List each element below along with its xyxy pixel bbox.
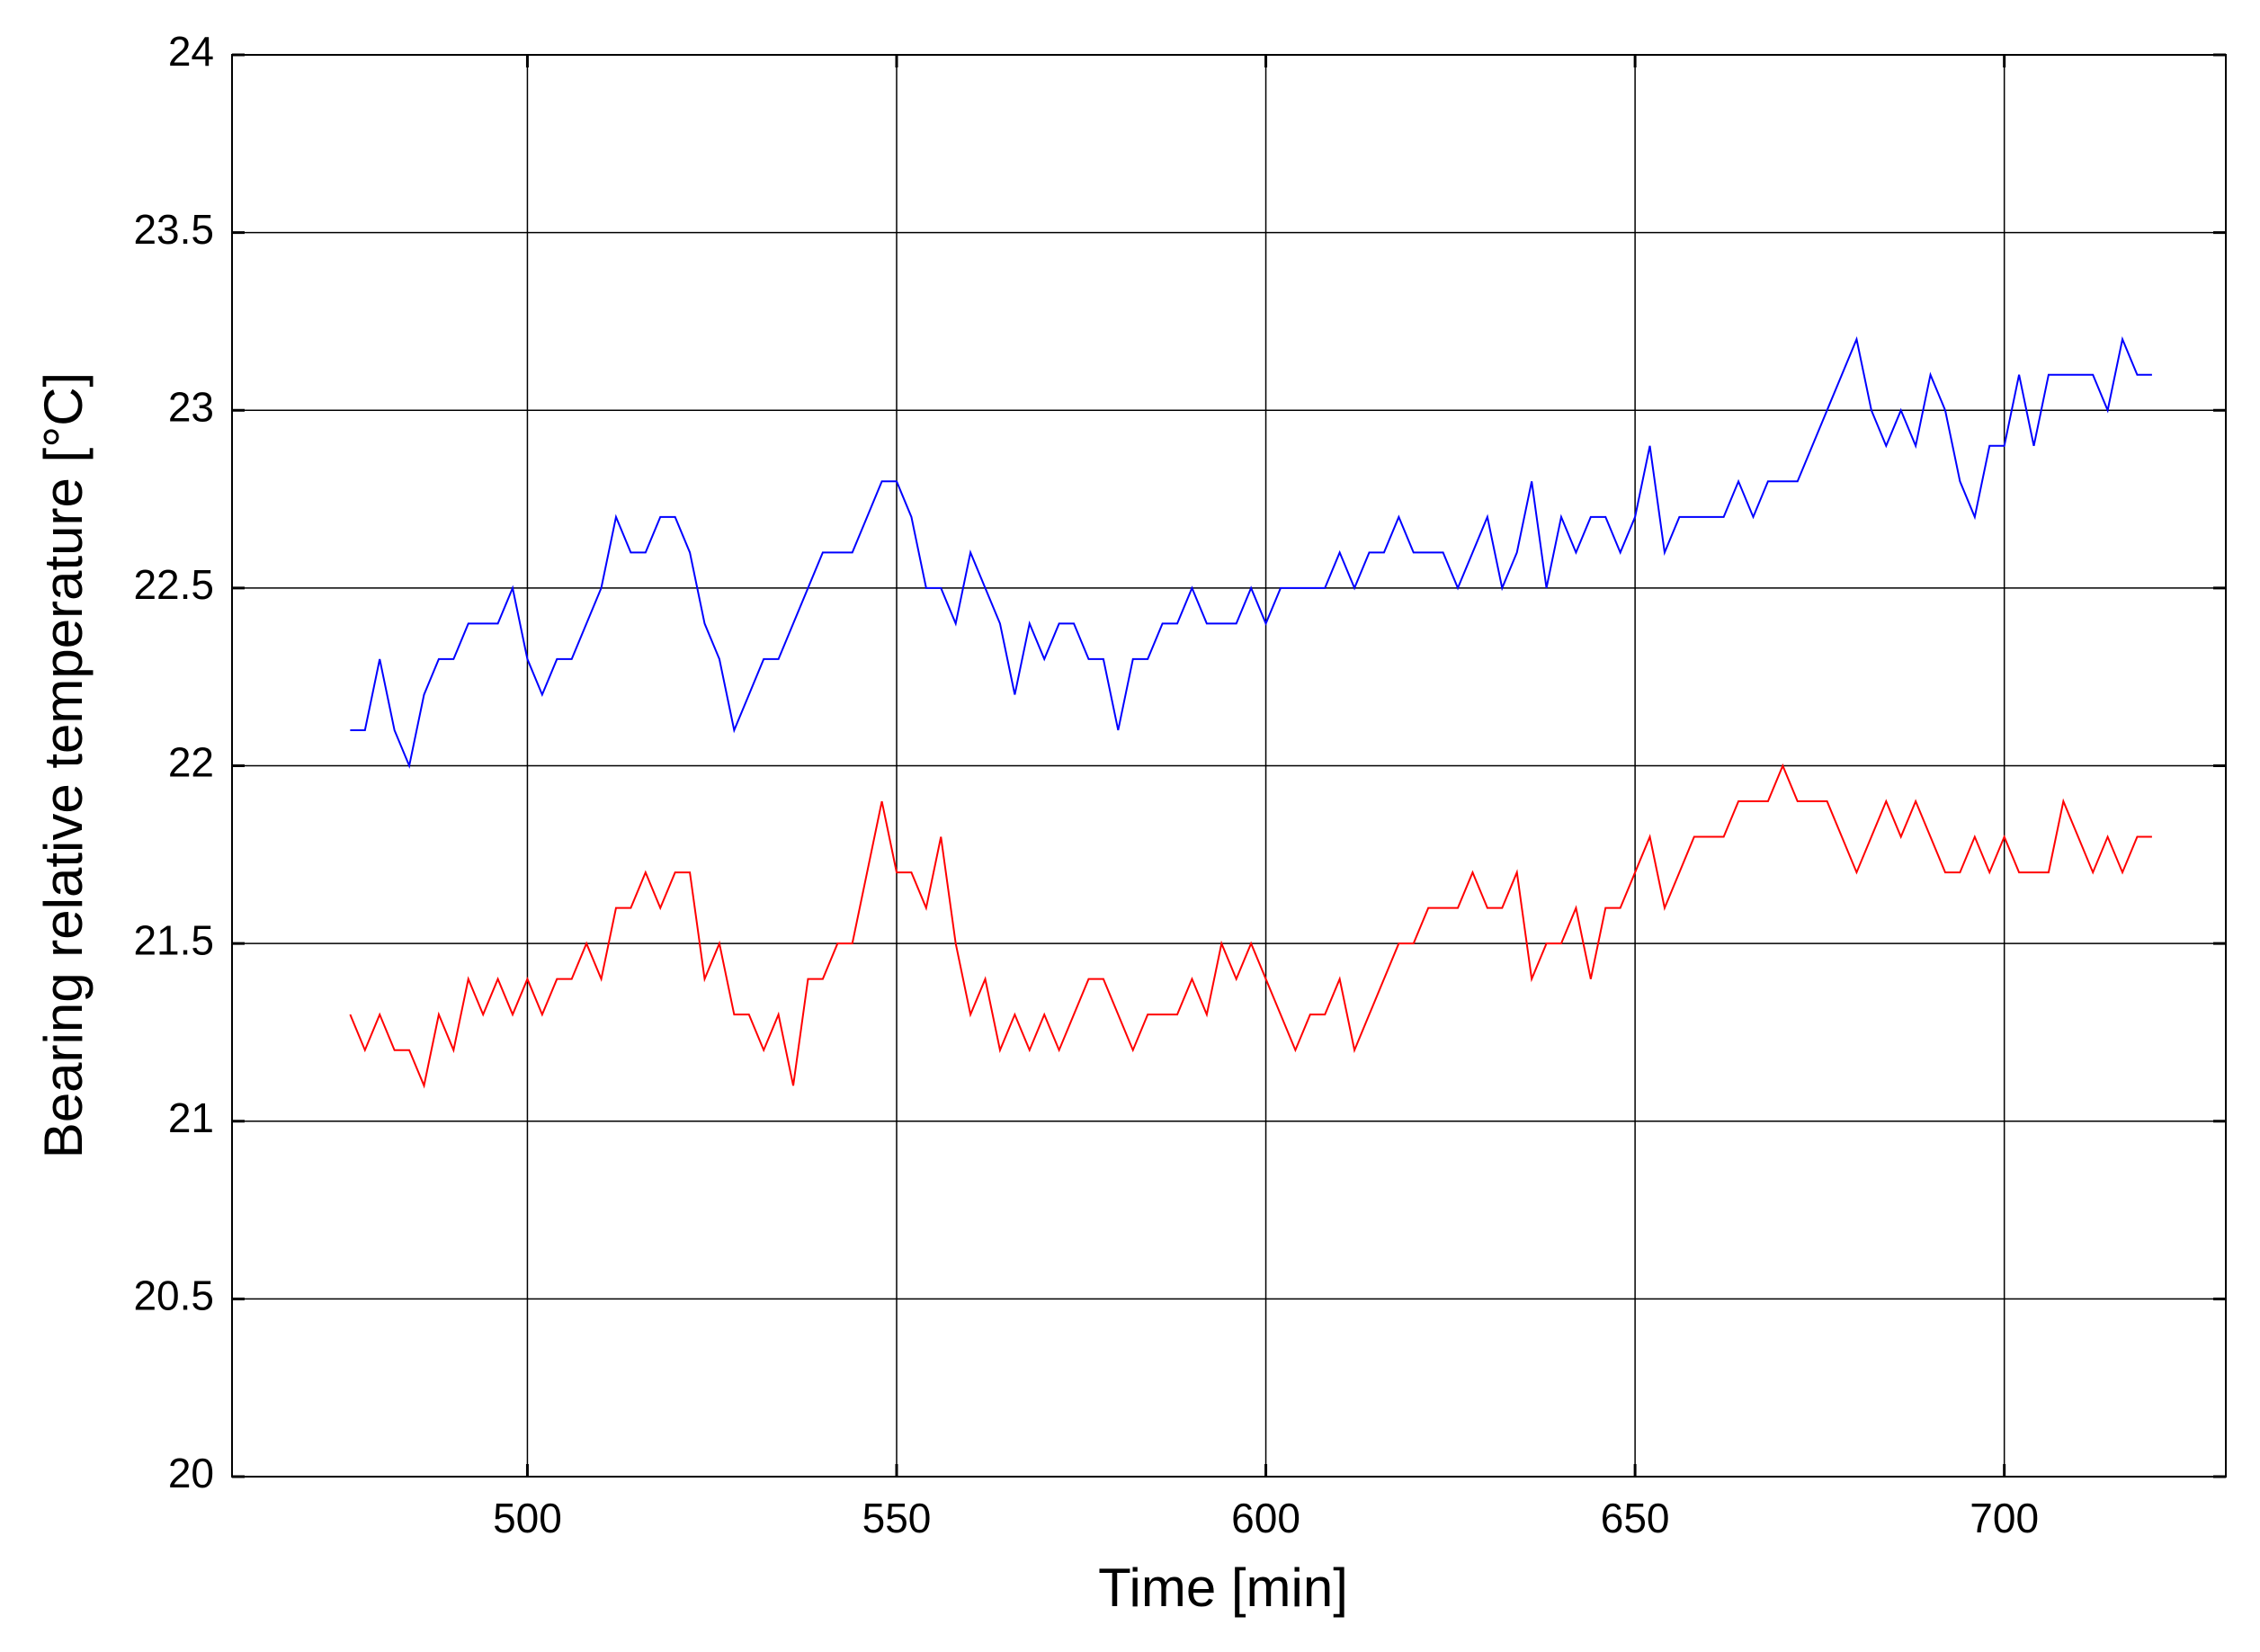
y-axis-label: Bearing relative temperature [°C] xyxy=(33,372,94,1158)
x-tick-label: 700 xyxy=(1970,1495,2039,1541)
x-tick-label: 650 xyxy=(1601,1495,1670,1541)
y-tick-label: 20.5 xyxy=(133,1272,214,1319)
data-line xyxy=(349,763,2152,1089)
y-tick-label: 21 xyxy=(168,1094,214,1141)
x-axis-label: Time [min] xyxy=(1098,1558,1348,1618)
y-tick-label: 24 xyxy=(168,28,214,75)
y-tick-label: 22.5 xyxy=(133,561,214,608)
x-tick-label: 500 xyxy=(493,1495,562,1541)
x-tick-label: 550 xyxy=(862,1495,932,1541)
y-tick-label: 20 xyxy=(168,1450,214,1496)
y-tick-label: 23.5 xyxy=(133,206,214,253)
x-tick-label: 600 xyxy=(1231,1495,1300,1541)
y-tick-label: 22 xyxy=(168,739,214,786)
plot-frame xyxy=(231,54,2227,1478)
y-tick-label: 23 xyxy=(168,383,214,430)
data-line xyxy=(350,335,2152,769)
y-tick-label: 21.5 xyxy=(133,916,214,963)
